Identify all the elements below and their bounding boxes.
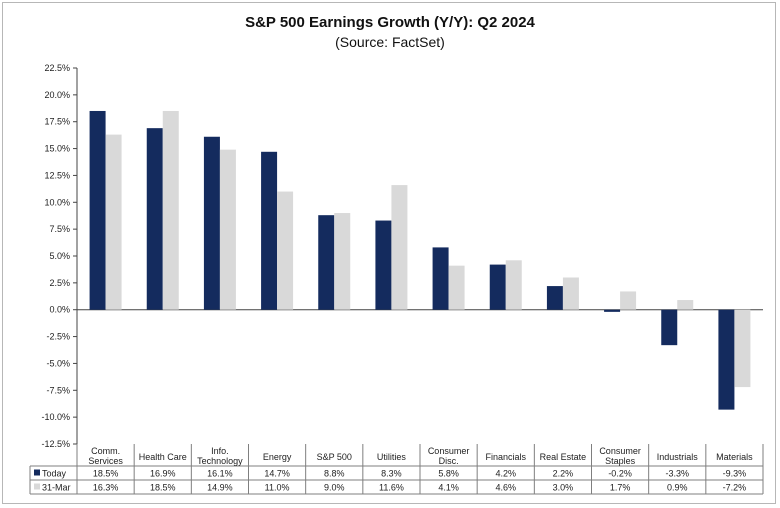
bar-today — [89, 110, 106, 310]
y-axis: 22.5% 20.0% 17.5% 15.0% 12.5% 10.0% 7.5% 5.0% 2.… — [41, 63, 763, 449]
bar-today — [661, 309, 678, 346]
y-tick-label: 17.5% — [44, 117, 70, 127]
data-label: 11.6% — [379, 483, 404, 493]
y-tick-label: 7.5% — [49, 224, 70, 234]
legend-label: 31-Mar — [42, 483, 71, 493]
category-label: Info. — [211, 446, 229, 456]
bar-today — [318, 215, 335, 310]
bar-31-mar — [505, 260, 522, 310]
y-tick-label: 22.5% — [44, 63, 70, 73]
bar-today — [546, 286, 563, 310]
data-label: 1.7% — [610, 483, 631, 493]
bar-today — [489, 264, 506, 310]
category-label: Materials — [716, 452, 753, 462]
bars — [89, 110, 751, 410]
data-label: 9.0% — [324, 483, 345, 493]
bar-today — [261, 151, 278, 310]
y-tick-label: -12.5% — [41, 439, 70, 449]
y-tick-label: -10.0% — [41, 412, 70, 422]
category-label: Health Care — [139, 452, 187, 462]
bar-31-mar — [562, 277, 579, 310]
data-label: -3.3% — [665, 469, 689, 479]
data-label: -7.2% — [723, 483, 747, 493]
bar-31-mar — [162, 110, 179, 310]
data-label: 4.2% — [495, 469, 516, 479]
y-tick-label: 15.0% — [44, 144, 70, 154]
category-label: Industrials — [657, 452, 699, 462]
data-label: 5.8% — [438, 469, 459, 479]
legend-swatch — [34, 469, 40, 476]
category-label: Technology — [197, 456, 243, 466]
y-tick-label: -5.0% — [46, 358, 70, 368]
y-tick-label: 10.0% — [44, 197, 70, 207]
bar-31-mar — [620, 291, 637, 310]
data-label: 4.1% — [438, 483, 459, 493]
bar-31-mar — [277, 191, 294, 310]
data-label: 16.3% — [93, 483, 119, 493]
data-label: 0.9% — [667, 483, 688, 493]
chart-title: S&P 500 Earnings Growth (Y/Y): Q2 2024 — [245, 14, 535, 31]
bar-today — [146, 128, 163, 310]
data-table: Comm.Services Health Care Info.Technology E… — [29, 444, 764, 495]
bar-31-mar — [448, 265, 465, 310]
bar-today — [604, 309, 621, 312]
data-label: 4.6% — [495, 483, 516, 493]
bar-31-mar — [334, 213, 351, 310]
category-label: Utilities — [377, 452, 407, 462]
category-label: Disc. — [439, 456, 459, 466]
data-label: 8.3% — [381, 469, 402, 479]
data-label: 18.5% — [93, 469, 119, 479]
data-label: 16.1% — [207, 469, 233, 479]
bar-today — [718, 309, 735, 410]
y-tick-label: 0.0% — [49, 305, 70, 315]
data-label: -9.3% — [723, 469, 747, 479]
y-tick-label: -7.5% — [46, 385, 70, 395]
y-tick-label: 20.0% — [44, 90, 70, 100]
data-label: 14.7% — [264, 469, 290, 479]
category-label: Staples — [605, 456, 636, 466]
category-label: Comm. — [91, 446, 120, 456]
category-label: Consumer — [428, 446, 470, 456]
data-label: 3.0% — [553, 483, 574, 493]
y-tick-label: -2.5% — [46, 332, 70, 342]
data-label: 18.5% — [150, 483, 176, 493]
bar-31-mar — [219, 149, 236, 310]
category-label: Consumer — [599, 446, 641, 456]
data-label: 2.2% — [553, 469, 574, 479]
y-tick-label: 5.0% — [49, 251, 70, 261]
category-label: Financials — [485, 452, 526, 462]
chart-subtitle: (Source: FactSet) — [335, 34, 445, 50]
category-label: S&P 500 — [317, 452, 352, 462]
legend-swatch — [34, 483, 40, 490]
data-label: 14.9% — [207, 483, 233, 493]
y-tick-label: 2.5% — [49, 278, 70, 288]
data-label: 8.8% — [324, 469, 345, 479]
legend-label: Today — [42, 469, 67, 479]
data-label: 16.9% — [150, 469, 176, 479]
bar-31-mar — [391, 185, 408, 310]
bar-31-mar — [677, 300, 694, 310]
bar-today — [375, 220, 392, 310]
bar-today — [203, 136, 220, 310]
data-label: -0.2% — [608, 469, 632, 479]
bar-today — [432, 247, 449, 310]
category-label: Real Estate — [540, 452, 587, 462]
category-label: Energy — [263, 452, 292, 462]
data-label: 11.0% — [265, 483, 290, 493]
bar-31-mar — [105, 134, 122, 310]
bar-31-mar — [734, 309, 751, 388]
category-label: Services — [88, 456, 123, 466]
y-tick-label: 12.5% — [44, 170, 70, 180]
